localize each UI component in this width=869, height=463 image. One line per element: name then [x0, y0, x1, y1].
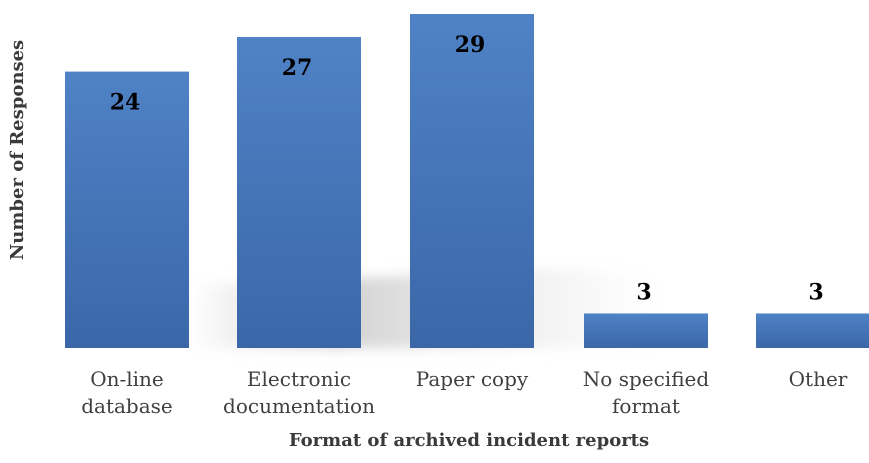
x-tick-label: Other [789, 367, 848, 391]
x-tick-label: format [612, 394, 680, 418]
x-axis-title: Format of archived incident reports [289, 430, 649, 451]
bar-value-label: 24 [110, 90, 141, 116]
x-tick-label: On-line [90, 367, 164, 391]
bar [410, 14, 534, 348]
x-tick-labels-group: On-line database Electronic documentation Pa… [81, 367, 848, 418]
bar-value-label: 29 [455, 32, 486, 58]
x-tick-label: Electronic [247, 367, 351, 391]
bar-value-label: 3 [808, 279, 823, 305]
bar-value-label: 27 [282, 55, 313, 81]
x-tick-label: database [81, 394, 173, 418]
bar [65, 71, 189, 348]
bar [584, 313, 708, 348]
x-tick-label: No specified [583, 367, 710, 391]
bar [237, 37, 361, 348]
bar-value-label: 3 [636, 279, 651, 305]
x-tick-label: Paper copy [416, 367, 529, 391]
x-tick-label: documentation [223, 394, 375, 418]
value-labels-group: 24 27 29 3 3 [110, 32, 824, 305]
y-axis-title: Number of Responses [7, 40, 28, 260]
bars-group [65, 14, 869, 348]
bar [756, 313, 869, 348]
